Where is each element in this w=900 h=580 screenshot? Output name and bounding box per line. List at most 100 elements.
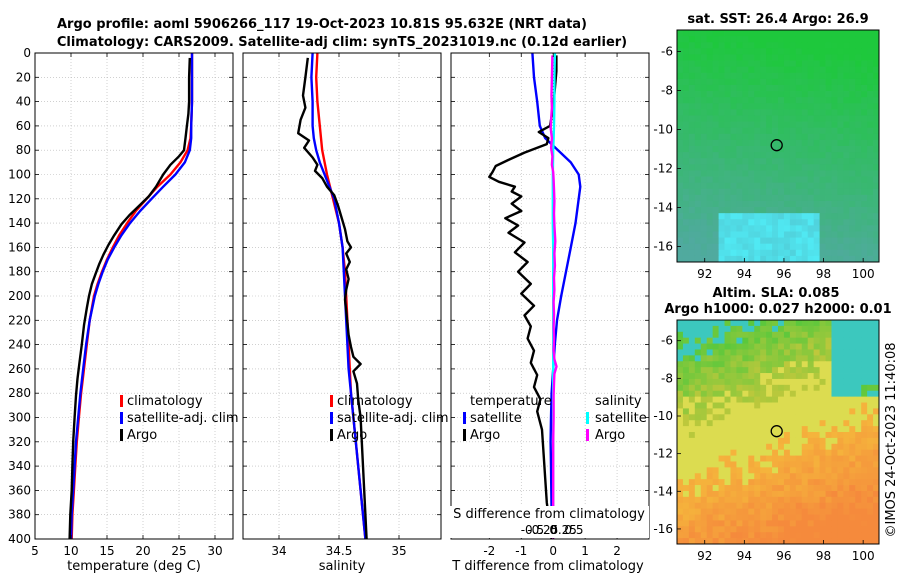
series-s-argo [549, 55, 558, 539]
map-cell [766, 473, 773, 480]
map-cell [682, 60, 690, 68]
map-cell [807, 455, 815, 462]
map-cell [813, 72, 820, 80]
map-cell [706, 461, 714, 468]
map-cell [813, 200, 820, 208]
map-cell [801, 109, 809, 116]
map-cell [742, 538, 749, 545]
map-cell [813, 396, 820, 403]
map-cell [742, 139, 749, 147]
map-cell [825, 502, 832, 510]
map-cell [813, 42, 820, 49]
map-cell [861, 115, 868, 122]
map-cell [718, 146, 725, 153]
map-cell [694, 194, 702, 202]
map-cell [748, 30, 755, 37]
map-cell [748, 152, 755, 159]
map-cell [831, 127, 838, 135]
map-cell [861, 152, 868, 159]
map-cell [867, 443, 874, 451]
map-cell [694, 200, 702, 208]
map-cell [849, 36, 856, 43]
map-cell [712, 188, 719, 196]
map-cell [873, 408, 880, 415]
map-cell [724, 373, 731, 380]
map-cell [861, 461, 868, 468]
map-cell [748, 121, 755, 129]
map-cell [712, 213, 719, 220]
sla-argo-marker [770, 425, 783, 438]
map-cell [742, 532, 749, 539]
map-cell [712, 91, 719, 98]
map-cell [677, 243, 684, 251]
map-cell [873, 349, 880, 356]
map-cell [837, 84, 844, 92]
sla-map-frame [676, 319, 880, 545]
map-cell [682, 42, 690, 49]
map-cell [843, 538, 850, 545]
map-cell [706, 325, 714, 333]
map-cell [700, 502, 708, 510]
map-cell [795, 432, 803, 439]
map-cell [718, 520, 725, 527]
map-cell [867, 30, 874, 37]
map-cell [760, 207, 767, 214]
map-cell [861, 490, 868, 498]
map-cell [742, 449, 749, 456]
map-cell [694, 213, 702, 220]
x-tick-label: 0 [549, 544, 557, 558]
series-satellite-adj-clim [69, 53, 194, 540]
map-cell [819, 249, 826, 257]
map-cell [819, 479, 826, 486]
map-cell [825, 103, 832, 110]
map-cell [712, 479, 719, 486]
legend-climatology-swatch [330, 395, 333, 407]
map-cell [789, 121, 797, 129]
map-cell [783, 320, 791, 327]
map-cell [742, 54, 749, 61]
map-cell [688, 355, 696, 362]
map-cell [730, 146, 737, 153]
map-cell [849, 146, 856, 153]
map-cell [772, 361, 779, 368]
map-cell [825, 473, 832, 480]
map-cell [748, 249, 755, 257]
map-cell [754, 121, 761, 129]
map-cell [712, 158, 719, 165]
map-cell [855, 532, 862, 539]
map-x-tick-label: 100 [852, 549, 875, 563]
map-cell [873, 182, 880, 190]
map-cell [766, 443, 773, 451]
map-cell [730, 443, 737, 451]
map-cell [837, 437, 844, 445]
map-cell [772, 213, 779, 220]
map-cell [861, 207, 868, 214]
map-cell [736, 66, 743, 74]
map-cell [849, 78, 856, 86]
map-cell [748, 532, 755, 539]
map-cell [718, 449, 725, 456]
map-cell [724, 384, 731, 392]
map-cell [789, 109, 797, 116]
map-cell [748, 176, 755, 184]
map-cell [688, 78, 696, 86]
map-cell [789, 508, 797, 515]
map-cell [783, 467, 791, 474]
map-cell [706, 538, 714, 545]
map-cell [825, 231, 832, 238]
map-cell [873, 243, 880, 251]
map-cell [778, 91, 785, 98]
map-cell [873, 219, 880, 226]
salinity-legend: climatology satellite-adj. clim Argo [330, 394, 449, 443]
map-cell [694, 432, 702, 439]
map-cell [837, 331, 844, 339]
map-cell [837, 520, 844, 527]
map-cell [742, 378, 749, 386]
temperature-ticks: 5 10 15 20 25 30 [31, 52, 233, 558]
map-cell [807, 396, 815, 403]
map-cell [712, 182, 719, 190]
map-cell [742, 127, 749, 135]
map-cell [807, 373, 815, 380]
map-cell [677, 103, 684, 110]
map-cell [688, 384, 696, 392]
